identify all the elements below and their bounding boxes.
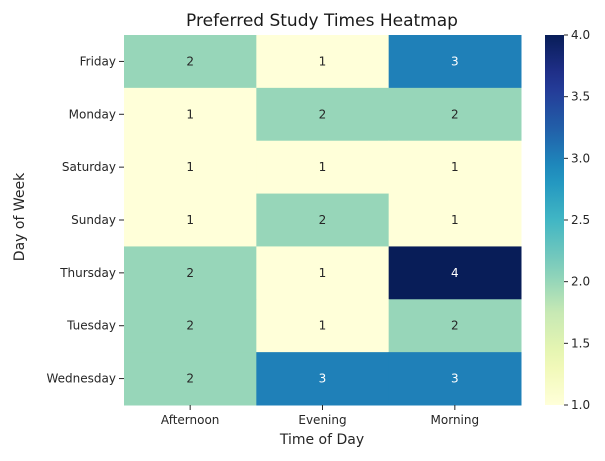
cell-value-label: 1 bbox=[319, 319, 327, 333]
heatmap-cell bbox=[388, 87, 522, 142]
colorbar-tick-label: 3.0 bbox=[571, 151, 590, 165]
colorbar-tick-label: 2.0 bbox=[571, 275, 590, 289]
colorbar-tick-label: 2.5 bbox=[571, 213, 590, 227]
y-tick-label: Wednesday bbox=[47, 372, 116, 386]
heatmap-cell bbox=[124, 87, 257, 142]
heatmap-cell bbox=[256, 246, 390, 300]
heatmap-cells: 2 1 3 1 2 2 1 1 1 1 2 1 2 1 4 2 1 2 2 3 3 bbox=[124, 35, 522, 406]
cell-value-label: 1 bbox=[186, 213, 194, 227]
heatmap-cell bbox=[388, 299, 522, 353]
colorbar-gradient bbox=[545, 35, 564, 405]
cell-value-label: 1 bbox=[319, 160, 327, 174]
heatmap-cell bbox=[124, 35, 257, 89]
colorbar-tick-label: 4.0 bbox=[571, 28, 590, 42]
y-tick-label: Tuesday bbox=[66, 319, 116, 333]
heatmap-cell bbox=[256, 87, 390, 142]
x-tick-label: Evening bbox=[298, 413, 346, 427]
y-tick-label: Thursday bbox=[59, 266, 116, 280]
heatmap-cell bbox=[388, 246, 522, 300]
colorbar: 1.0 1.5 2.0 2.5 3.0 3.5 4.0 bbox=[545, 28, 590, 412]
cell-value-label: 2 bbox=[186, 319, 194, 333]
y-tick-label: Friday bbox=[80, 54, 116, 68]
cell-value-label: 3 bbox=[451, 372, 459, 386]
x-axis-title: Time of Day bbox=[279, 432, 364, 448]
y-axis-ticks: Friday Monday Saturday Sunday Thursday Tuesda… bbox=[47, 54, 124, 386]
y-tick-label: Saturday bbox=[62, 160, 116, 174]
heatmap-cell bbox=[124, 246, 257, 300]
cell-value-label: 2 bbox=[451, 107, 459, 121]
heatmap-cell bbox=[256, 299, 390, 353]
cell-value-label: 1 bbox=[186, 107, 194, 121]
heatmap-cell bbox=[256, 352, 390, 406]
cell-value-label: 1 bbox=[319, 266, 327, 280]
cell-value-label: 2 bbox=[451, 319, 459, 333]
y-tick-label: Monday bbox=[69, 107, 116, 121]
cell-value-label: 1 bbox=[451, 160, 459, 174]
x-tick-label: Afternoon bbox=[161, 413, 220, 427]
cell-value-label: 3 bbox=[451, 54, 459, 68]
cell-value-label: 1 bbox=[319, 54, 327, 68]
heatmap-cell bbox=[388, 352, 522, 406]
colorbar-tick-label: 1.0 bbox=[571, 398, 590, 412]
heatmap-cell bbox=[124, 352, 257, 406]
cell-value-label: 2 bbox=[319, 107, 327, 121]
cell-value-label: 4 bbox=[451, 266, 459, 280]
x-axis-ticks: Afternoon Evening Morning bbox=[161, 405, 479, 427]
heatmap-cell bbox=[388, 35, 522, 89]
chart-title: Preferred Study Times Heatmap bbox=[186, 11, 458, 31]
cell-value-label: 1 bbox=[186, 160, 194, 174]
colorbar-tick-label: 1.5 bbox=[571, 336, 590, 350]
heatmap-cell bbox=[124, 140, 257, 195]
heatmap-cell bbox=[388, 193, 522, 247]
cell-value-label: 2 bbox=[186, 372, 194, 386]
heatmap-cell bbox=[124, 193, 257, 247]
heatmap-cell bbox=[256, 193, 390, 247]
y-axis-title: Day of Week bbox=[12, 172, 28, 261]
colorbar-tick-label: 3.5 bbox=[571, 90, 590, 104]
cell-value-label: 2 bbox=[186, 54, 194, 68]
y-tick-label: Sunday bbox=[71, 213, 116, 227]
heatmap-cell bbox=[256, 140, 390, 195]
heatmap-cell bbox=[124, 299, 257, 353]
heatmap-cell bbox=[388, 140, 522, 195]
cell-value-label: 2 bbox=[319, 213, 327, 227]
cell-value-label: 3 bbox=[319, 372, 327, 386]
cell-value-label: 2 bbox=[186, 266, 194, 280]
x-tick-label: Morning bbox=[431, 413, 480, 427]
cell-value-label: 1 bbox=[451, 213, 459, 227]
heatmap-cell bbox=[256, 35, 390, 89]
